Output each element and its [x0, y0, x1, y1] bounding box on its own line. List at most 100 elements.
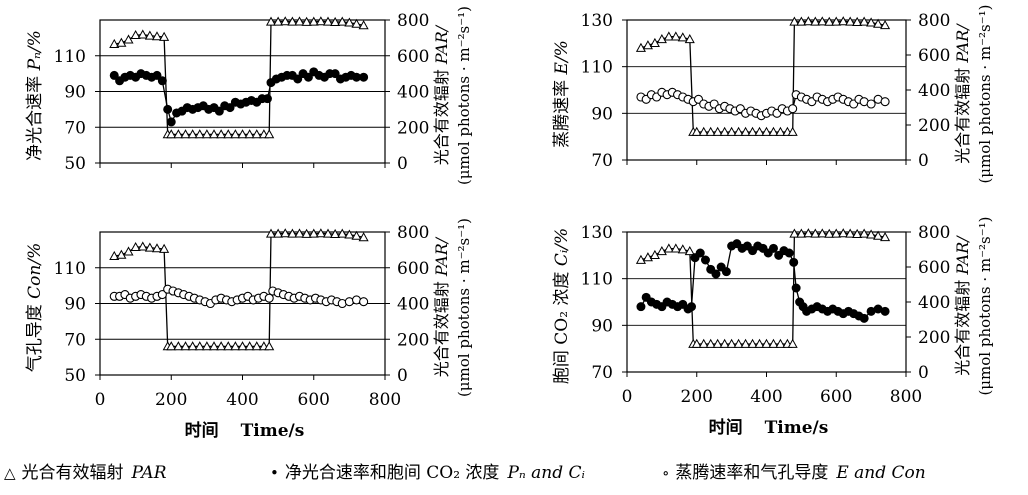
panel1-series-pn-point: [152, 70, 162, 80]
legend-par-text: 光合有效辐射: [21, 463, 124, 483]
panel1-series-par-point: [230, 129, 241, 139]
panel4-x-tick-label: 800: [890, 387, 922, 407]
panel1-y-tick-label: 50: [64, 154, 86, 174]
panel3-x-tick-label: 0: [95, 390, 106, 410]
panel1-series-pn-point: [225, 103, 235, 113]
panel4-series-par-point: [768, 338, 779, 348]
panel2-y-tick-label: 70: [591, 151, 613, 171]
panel2-series-par-point: [845, 16, 856, 26]
panel4-series-par-point: [747, 338, 758, 348]
panel2-series-e-point: [866, 99, 876, 109]
panel2-series-par-point: [831, 16, 842, 26]
panel1-par-axis-label: 光合有效辐射 PAR/: [432, 24, 451, 165]
panel1-series-par-point: [294, 16, 305, 26]
panel4-series-ci-point: [859, 313, 869, 323]
panel3-series-par-point: [244, 341, 255, 351]
panel4-series-par-point: [719, 338, 730, 348]
panel2-series-par-point: [880, 20, 891, 30]
panel3-x-tick-label: 600: [298, 390, 330, 410]
panel4-series-par-point: [726, 338, 737, 348]
panel3-series-par-point: [358, 232, 369, 242]
panel3-series-par-point: [194, 341, 205, 351]
panel1-par-axis-unit: (μmol photons · m⁻²s⁻¹): [455, 6, 473, 185]
panel3-series-par-point: [308, 228, 319, 238]
panel3-series-par-point: [294, 228, 305, 238]
panel1-series-par-point: [201, 129, 212, 139]
panel4-series-ci-point: [768, 243, 778, 253]
panel1-series-par-point: [137, 29, 148, 39]
panel3-series-par-point: [159, 243, 170, 253]
panel3-series-par-point: [351, 230, 362, 240]
panel4-series-par-point: [635, 254, 646, 264]
panel4-series-ci-point: [880, 306, 890, 316]
panel4-series-par-point: [656, 246, 667, 256]
panel4-par-tick-label: 400: [918, 293, 950, 313]
panel1-series-par-point: [344, 17, 355, 27]
panel2-series-par-point: [705, 126, 716, 136]
panel4-series-par-point: [866, 229, 877, 239]
panel1-y-tick-label: 70: [64, 118, 86, 138]
panel1-par-tick-label: 200: [397, 118, 429, 138]
panel1-series-par-point: [166, 129, 177, 139]
panel4-x-tick-label: 600: [820, 387, 852, 407]
panel2-series-par-point: [663, 31, 674, 41]
panel2-series-par-point: [817, 16, 828, 26]
panel1-series-par-point: [116, 37, 127, 47]
panel1-series-par-point: [264, 129, 275, 139]
panel1-series-pn-point: [214, 106, 224, 116]
panel1-series-par-point: [237, 129, 248, 139]
panel2-series-par-point: [852, 16, 863, 26]
panel3-par-tick-label: 400: [397, 295, 429, 315]
legend-par: △ 光合有效辐射 PAR: [4, 458, 167, 486]
panel2-series-par-point: [635, 42, 646, 52]
panel3-x-tick-label: 800: [369, 390, 401, 410]
panel3-par-tick-label: 600: [397, 259, 429, 279]
open-circle-icon: ∘: [662, 464, 670, 482]
panel2-series-par-point: [873, 18, 884, 28]
panel4-series-par-point: [663, 243, 674, 253]
panel1-series-par-point: [244, 129, 255, 139]
panel1-series-par-point: [109, 38, 120, 48]
panel1-series-par-point: [130, 29, 141, 40]
panel2-y-tick-label: 90: [591, 104, 613, 124]
panel3-series-par-point: [116, 249, 127, 259]
panel4-series-ci-point: [695, 248, 705, 258]
panel1-series-par-point: [308, 16, 319, 26]
panel1-series-pn-point: [166, 117, 176, 127]
panel1-series-par-point: [251, 129, 262, 139]
panel3-par-axis-label: 光合有效辐射 PAR/: [432, 236, 451, 377]
panel1-par-tick-label: 800: [397, 11, 429, 31]
panel1-series-pn-point: [109, 70, 119, 80]
panel2-par-tick-label: 200: [918, 116, 950, 136]
panel4-series-ci-point: [789, 257, 799, 267]
panel1-series-par-point: [194, 129, 205, 139]
panel2-series-par-point: [789, 16, 800, 26]
open-triangle-icon: △: [4, 464, 16, 482]
panel4-y-tick-label: 130: [581, 223, 613, 243]
panel4-series-par-point: [873, 230, 884, 240]
panel3-series-par-point: [144, 242, 155, 252]
panel3-series-par-point: [230, 341, 241, 351]
panel3-series-par-point: [130, 241, 141, 252]
panel2-y-axis-label: 蒸腾速率 E/%: [552, 40, 572, 148]
panel4-series-par-point: [824, 228, 835, 238]
panel1-series-par-point: [301, 16, 312, 26]
panel4-par-tick-label: 0: [918, 363, 929, 383]
panel3-series-par-point: [216, 341, 227, 351]
panel4-y-tick-label: 110: [581, 270, 613, 290]
panel1-par-tick-label: 400: [397, 83, 429, 103]
panel4-series-par-point: [698, 338, 709, 348]
legend-e-con: ∘ 蒸腾速率和气孔导度 E and Con: [662, 458, 926, 486]
panel1-y-tick-label: 90: [64, 83, 86, 103]
panel1-series-par-point: [123, 34, 134, 44]
panel3-series-par-point: [330, 228, 341, 239]
panel4-series-par-point: [803, 228, 814, 238]
panel4-series-par-point: [852, 228, 863, 238]
panel1-series-pn-point: [157, 76, 167, 86]
panel3-y-tick-label: 50: [64, 366, 86, 386]
panel2-series-par-point: [754, 126, 765, 136]
panel2-series-par-point: [838, 16, 849, 26]
panel4-series-par-point: [787, 338, 798, 348]
panel3-series-par-point: [180, 341, 191, 351]
panel1-series-par-point: [330, 16, 341, 27]
